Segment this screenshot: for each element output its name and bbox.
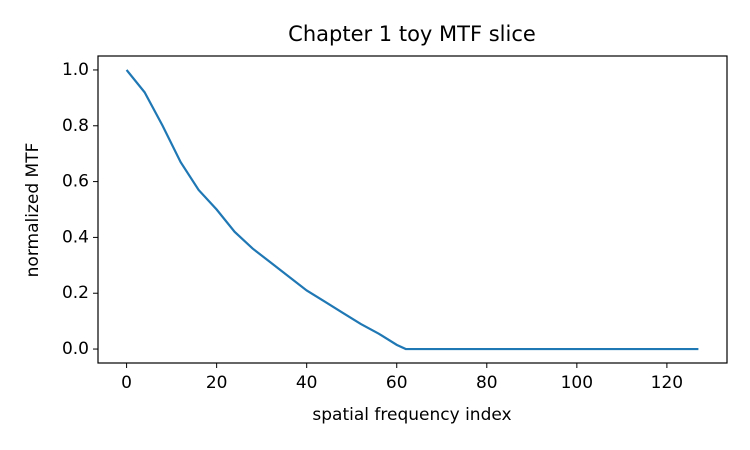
y-tick-label: 1.0 xyxy=(62,60,89,80)
plot-frame xyxy=(97,55,728,364)
y-tick-label: 0.2 xyxy=(62,283,89,303)
y-tick-label: 0.0 xyxy=(62,339,89,359)
data-line xyxy=(125,69,699,351)
x-tick-label: 0 xyxy=(121,373,132,393)
x-tick-label: 20 xyxy=(206,373,228,393)
y-tick-label: 0.4 xyxy=(62,227,89,247)
y-tick-label: 0.8 xyxy=(62,116,89,136)
chart-title: Chapter 1 toy MTF slice xyxy=(288,22,536,46)
x-tick-label: 40 xyxy=(296,373,318,393)
y-axis-label: normalized MTF xyxy=(23,143,43,278)
y-tick-label: 0.6 xyxy=(62,172,89,192)
x-tick-label: 60 xyxy=(386,373,408,393)
x-tick-label: 80 xyxy=(476,373,498,393)
x-tick-label: 120 xyxy=(651,373,683,393)
x-tick-label: 100 xyxy=(561,373,593,393)
x-axis-label: spatial frequency index xyxy=(312,405,511,425)
